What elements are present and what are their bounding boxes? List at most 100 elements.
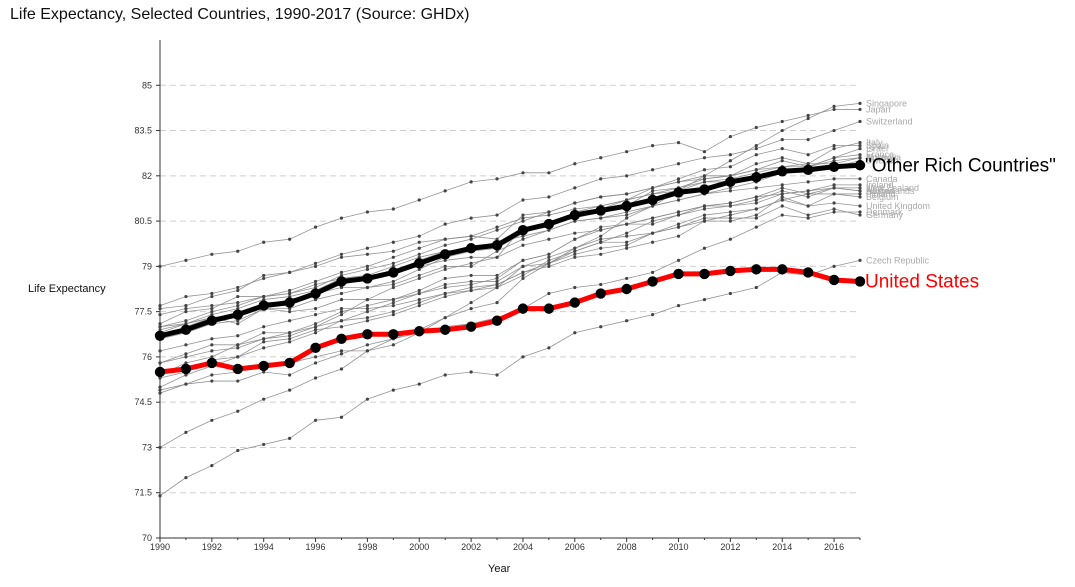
data-point xyxy=(728,204,732,208)
highlight-point xyxy=(491,240,503,251)
data-point xyxy=(573,285,577,290)
data-point xyxy=(495,282,499,287)
data-point xyxy=(650,186,655,190)
data-point xyxy=(806,213,810,217)
series-label-united-kingdom: United Kingdom xyxy=(866,201,930,211)
data-point xyxy=(210,252,214,256)
series-label-japan: Japan xyxy=(866,104,891,114)
data-point xyxy=(521,264,525,268)
data-point xyxy=(780,183,784,187)
data-point xyxy=(521,198,525,202)
highlight-point xyxy=(699,184,710,195)
data-point xyxy=(339,319,344,323)
data-point xyxy=(236,288,240,293)
data-point xyxy=(236,304,240,308)
data-point xyxy=(236,285,240,290)
data-point xyxy=(288,310,292,314)
data-point xyxy=(858,153,862,157)
data-point xyxy=(365,349,370,353)
data-point xyxy=(288,237,292,241)
data-point xyxy=(547,258,551,262)
data-point xyxy=(158,304,162,308)
data-point xyxy=(184,258,188,262)
data-point xyxy=(780,195,784,199)
data-point xyxy=(313,282,318,287)
data-point xyxy=(495,255,499,259)
data-point xyxy=(313,418,318,422)
data-point xyxy=(443,294,447,299)
data-point xyxy=(262,294,266,299)
data-point xyxy=(391,282,395,287)
data-point xyxy=(521,237,525,241)
y-tick-label: 71.5 xyxy=(134,488,152,498)
series-finland: Finland xyxy=(158,189,896,389)
data-point xyxy=(573,255,577,259)
data-point xyxy=(236,409,240,413)
highlight-point xyxy=(621,283,632,295)
data-point xyxy=(495,225,499,229)
highlight-point xyxy=(336,276,347,287)
data-point xyxy=(391,388,395,392)
data-point xyxy=(262,346,266,350)
data-point xyxy=(184,476,188,480)
data-point xyxy=(832,264,836,268)
highlight-point xyxy=(543,303,555,314)
highlight-point xyxy=(595,288,606,299)
data-point xyxy=(158,391,162,395)
data-point xyxy=(184,352,188,356)
data-point xyxy=(158,376,162,380)
data-point xyxy=(599,195,603,199)
data-point xyxy=(676,234,681,238)
data-point xyxy=(780,138,784,142)
highlight-layer: "Other Rich Countries" United States xyxy=(154,155,1056,378)
data-point xyxy=(573,231,577,235)
data-point xyxy=(780,204,784,208)
data-point xyxy=(210,379,214,383)
data-point xyxy=(832,210,836,214)
data-point xyxy=(469,288,473,293)
highlight-point xyxy=(465,321,477,332)
data-point xyxy=(650,144,655,148)
data-point xyxy=(495,177,499,181)
data-point xyxy=(780,147,784,151)
highlight-point xyxy=(206,315,218,326)
data-point xyxy=(599,240,603,244)
series-label-spain: Spain xyxy=(866,141,889,151)
data-point xyxy=(832,186,836,190)
highlight-point xyxy=(725,176,736,188)
data-point xyxy=(391,264,395,268)
data-point xyxy=(728,174,732,178)
data-point xyxy=(469,273,473,278)
data-point xyxy=(417,234,421,238)
data-point xyxy=(288,337,292,341)
data-point xyxy=(702,177,707,181)
data-point xyxy=(650,216,655,220)
data-point xyxy=(365,285,370,290)
data-point xyxy=(625,216,629,220)
data-point xyxy=(599,237,603,241)
data-point xyxy=(832,177,836,181)
data-point xyxy=(339,310,344,314)
chart-title: Life Expectancy, Selected Countries, 199… xyxy=(10,6,470,23)
data-point xyxy=(339,313,344,317)
data-point xyxy=(365,397,370,401)
data-point xyxy=(158,361,162,365)
highlight-point xyxy=(647,276,658,287)
highlight-point xyxy=(232,309,243,320)
x-tick-label: 2012 xyxy=(720,542,740,552)
data-point xyxy=(417,267,421,271)
highlight-series-united-states: United States xyxy=(154,264,979,378)
data-point xyxy=(858,189,862,193)
highlight-point xyxy=(517,303,529,314)
y-tick-label: 83.5 xyxy=(134,126,152,136)
data-point xyxy=(625,210,629,214)
data-point xyxy=(391,285,395,290)
highlight-point xyxy=(828,274,840,286)
data-point xyxy=(625,243,629,247)
data-point xyxy=(676,198,681,202)
data-point xyxy=(521,234,525,238)
data-point xyxy=(832,159,836,163)
data-point xyxy=(625,150,629,154)
data-point xyxy=(806,180,810,184)
data-point xyxy=(728,216,732,220)
